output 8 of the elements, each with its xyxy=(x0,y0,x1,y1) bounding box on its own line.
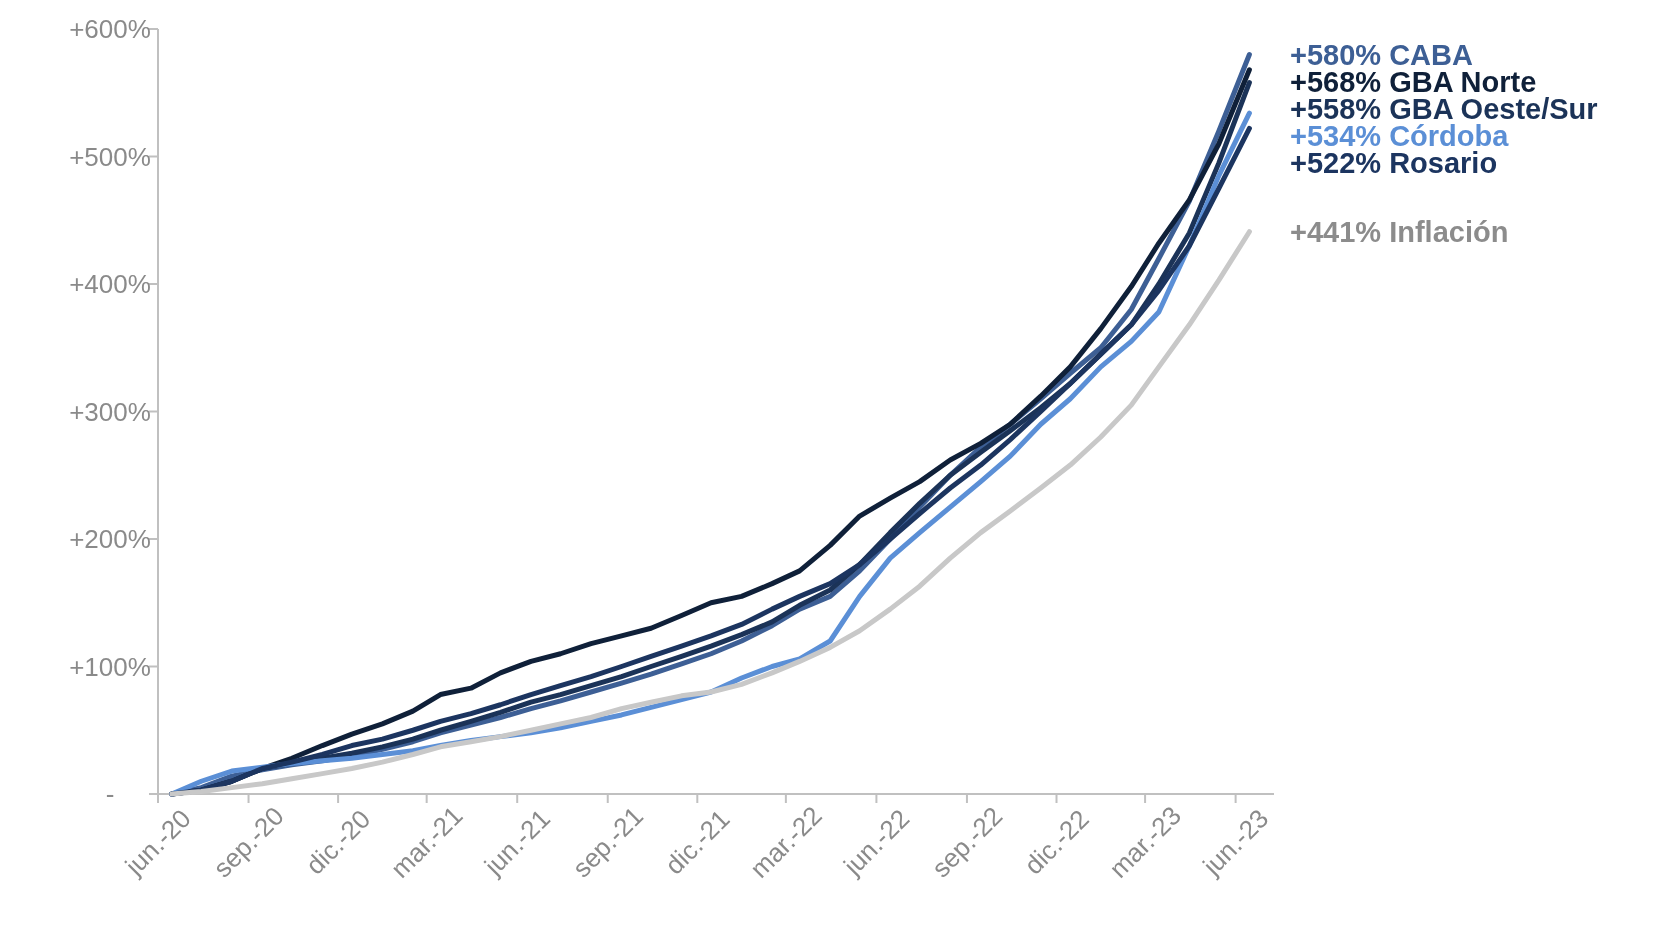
y-tick-label: +400% xyxy=(69,269,151,299)
y-tick-label: +500% xyxy=(69,141,151,172)
series-label: +441% Inflación xyxy=(1290,215,1509,248)
y-tick-label: +100% xyxy=(69,651,151,682)
y-tick-label: +600% xyxy=(69,14,151,44)
y-tick-label: +300% xyxy=(69,396,151,427)
y-tick-label: - xyxy=(105,779,115,809)
y-tick-label: +200% xyxy=(69,524,151,554)
